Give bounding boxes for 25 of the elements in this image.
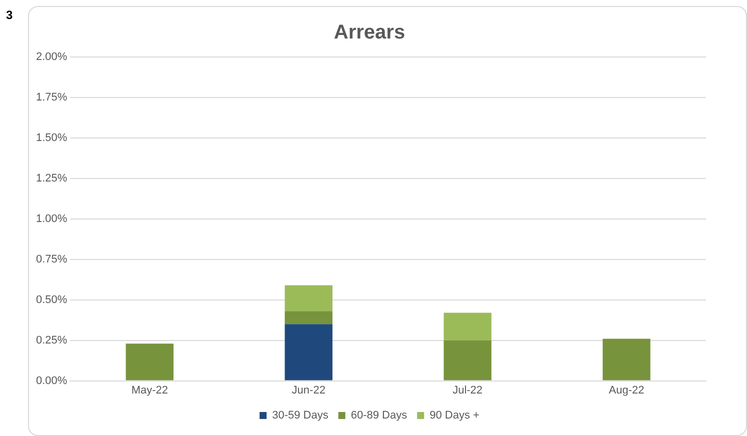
- bar: [284, 311, 332, 324]
- y-tick-label: 1.50%: [36, 132, 68, 144]
- x-tick-label: May-22: [131, 384, 168, 396]
- y-tick-label: 0.00%: [36, 374, 68, 387]
- bar: [284, 285, 332, 312]
- bar: [602, 338, 650, 380]
- x-tick-label: Jul-22: [452, 384, 483, 396]
- y-tick-label: 1.25%: [36, 172, 68, 184]
- bar: [126, 344, 174, 380]
- x-tick-label: Jun-22: [292, 384, 326, 396]
- bar: [444, 340, 492, 380]
- y-tick-label: 0.50%: [36, 294, 68, 306]
- legend-label: 90 Days +: [430, 410, 480, 422]
- x-tick-label: Aug-22: [608, 384, 644, 396]
- y-tick-label: 0.25%: [36, 334, 68, 346]
- legend-label: 30-59 Days: [272, 410, 329, 422]
- chart-title: Arrears: [334, 22, 406, 44]
- y-tick-label: 1.75%: [36, 92, 68, 104]
- legend-label: 60-89 Days: [350, 410, 408, 422]
- bar: [444, 312, 492, 340]
- text: 3: [6, 8, 13, 22]
- y-tick-label: 1.00%: [36, 212, 68, 225]
- bar: [284, 324, 332, 380]
- y-tick-label: 2.00%: [36, 51, 68, 64]
- y-tick-label: 0.75%: [36, 253, 68, 266]
